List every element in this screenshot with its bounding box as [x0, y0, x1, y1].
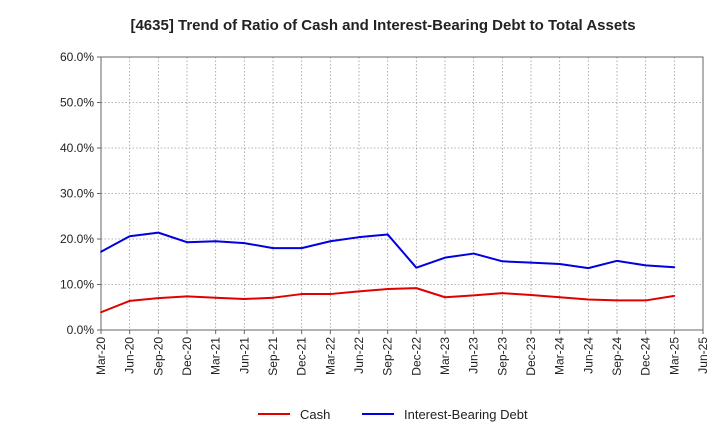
- y-tick-label: 0.0%: [67, 323, 95, 337]
- data-point-cash: [300, 293, 303, 295]
- data-point-interest-bearing-debt: [616, 259, 618, 262]
- y-tick-label: 20.0%: [60, 232, 94, 246]
- x-tick-label: Jun-24: [581, 337, 595, 374]
- x-tick-label: Sep-21: [266, 337, 280, 376]
- data-point-cash: [644, 299, 647, 302]
- data-point-interest-bearing-debt: [587, 267, 590, 270]
- data-point-interest-bearing-debt: [243, 242, 246, 244]
- data-point-interest-bearing-debt: [214, 240, 217, 243]
- data-point-cash: [472, 294, 475, 297]
- data-point-cash: [100, 311, 102, 314]
- x-tick-label: Dec-20: [180, 337, 194, 376]
- x-tick-label: Mar-20: [94, 337, 108, 375]
- data-point-interest-bearing-debt: [501, 260, 504, 263]
- x-tick-label: Jun-25: [696, 337, 710, 374]
- data-point-cash: [386, 288, 389, 290]
- data-point-interest-bearing-debt: [386, 233, 389, 236]
- x-tick-label: Mar-25: [667, 337, 681, 375]
- x-tick-label: Mar-22: [323, 337, 337, 375]
- x-tick-label: Jun-21: [237, 337, 251, 374]
- x-tick-label: Dec-22: [409, 337, 423, 376]
- data-point-cash: [530, 294, 532, 296]
- data-point-interest-bearing-debt: [472, 252, 475, 255]
- data-point-cash: [501, 292, 504, 295]
- chart-title: [4635] Trend of Ratio of Cash and Intere…: [130, 17, 635, 34]
- legend-label-interest-bearing-debt: Interest-Bearing Debt: [404, 407, 528, 422]
- data-point-interest-bearing-debt: [300, 247, 303, 250]
- y-tick-label: 40.0%: [60, 141, 94, 155]
- data-point-interest-bearing-debt: [415, 266, 418, 269]
- x-tick-label: Dec-21: [295, 337, 309, 376]
- data-point-cash: [157, 297, 160, 300]
- y-tick-label: 30.0%: [60, 187, 94, 201]
- y-tick-label: 10.0%: [60, 278, 94, 292]
- legend-label-cash: Cash: [300, 407, 330, 422]
- data-point-interest-bearing-debt: [100, 250, 102, 253]
- data-point-cash: [186, 295, 188, 298]
- y-tick-label: 60.0%: [60, 50, 94, 64]
- data-point-cash: [128, 299, 131, 302]
- data-point-cash: [358, 290, 360, 293]
- x-tick-label: Jun-20: [123, 337, 137, 374]
- data-point-cash: [272, 296, 274, 299]
- data-point-cash: [558, 296, 561, 299]
- data-point-interest-bearing-debt: [157, 231, 160, 234]
- data-point-cash: [587, 298, 590, 301]
- x-tick-label: Dec-23: [524, 337, 538, 376]
- x-tick-label: Jun-22: [352, 337, 366, 374]
- data-point-cash: [415, 287, 418, 290]
- data-point-cash: [243, 298, 246, 300]
- data-point-cash: [444, 296, 446, 299]
- x-tick-label: Mar-21: [209, 337, 223, 375]
- x-tick-label: Jun-23: [467, 337, 481, 374]
- data-point-interest-bearing-debt: [186, 241, 188, 244]
- x-tick-label: Sep-24: [610, 337, 624, 376]
- legend: Cash Interest-Bearing Debt: [258, 407, 528, 422]
- data-point-interest-bearing-debt: [558, 263, 561, 265]
- x-tick-label: Dec-24: [639, 337, 653, 376]
- x-tick-label: Sep-22: [381, 337, 395, 376]
- data-point-interest-bearing-debt: [128, 235, 131, 238]
- data-point-interest-bearing-debt: [644, 264, 647, 267]
- data-point-cash: [673, 294, 676, 297]
- axes: 0.0% 10.0% 20.0% 30.0% 40.0% 50.0% 60.0% Mar-20…: [60, 50, 710, 376]
- x-tick-label: Mar-23: [438, 337, 452, 375]
- data-point-interest-bearing-debt: [530, 261, 532, 264]
- data-point-cash: [329, 293, 332, 295]
- x-tick-label: Mar-24: [553, 337, 567, 375]
- x-tick-label: Sep-23: [495, 337, 509, 376]
- x-tick-label: Sep-20: [151, 337, 165, 376]
- data-point-interest-bearing-debt: [329, 240, 332, 243]
- data-point-interest-bearing-debt: [272, 247, 274, 250]
- series-lines: [100, 231, 676, 314]
- data-point-cash: [616, 299, 618, 302]
- data-point-interest-bearing-debt: [444, 256, 446, 259]
- data-point-interest-bearing-debt: [673, 266, 676, 269]
- data-point-interest-bearing-debt: [358, 236, 360, 239]
- y-tick-label: 50.0%: [60, 96, 94, 110]
- data-point-cash: [214, 296, 217, 299]
